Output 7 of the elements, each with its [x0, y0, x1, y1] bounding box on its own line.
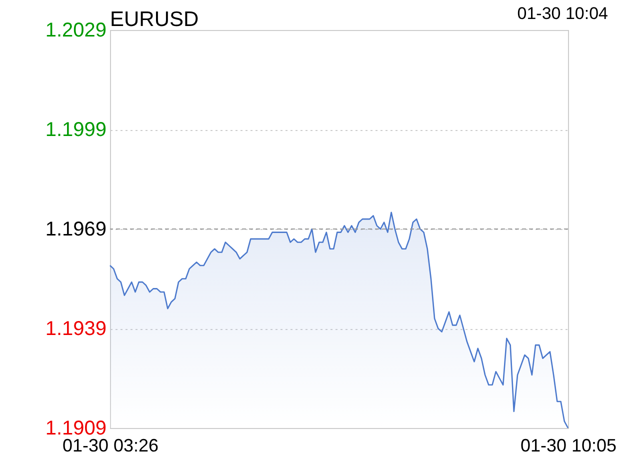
text: 01-30 10:04 — [517, 4, 608, 24]
chart-title: EURUSD — [110, 8, 199, 31]
y-tick-label: 1.2029 — [45, 20, 106, 42]
y-tick-label: 1.1939 — [45, 318, 106, 340]
y-tick-label: 1.1999 — [45, 119, 106, 141]
x-tick-label: 01-30 10:05 — [520, 436, 617, 456]
y-tick-label: 1.1969 — [45, 218, 106, 240]
